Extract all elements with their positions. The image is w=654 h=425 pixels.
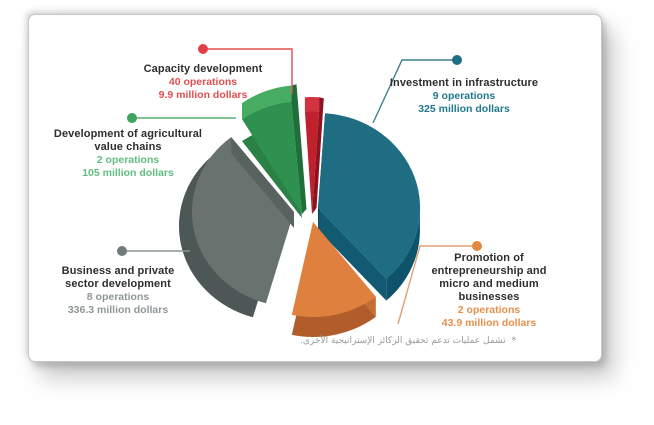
promotion-amount: 43.9 million dollars (441, 317, 537, 329)
pie-slice-capacity-front (304, 110, 320, 214)
pie-slice-agriculture-edge (291, 84, 307, 214)
leader-promotion (397, 245, 477, 325)
pie-slice-capacity-edge (312, 97, 324, 214)
business-operations: 8 operations (86, 291, 150, 303)
pie-slice-business-top (191, 137, 294, 304)
footnote-asterisk: * (511, 336, 517, 346)
callout-capacity: Capacity development 40 operations 9.9 m… (113, 63, 293, 102)
pie-slice-investment (318, 113, 421, 301)
investment-dot-icon (452, 55, 462, 65)
capacity-operations: 40 operations (168, 76, 238, 88)
pie-slice-agriculture-front (242, 101, 302, 214)
promotion-operations: 2 operations (457, 304, 521, 316)
callout-investment: Investment in infrastructure 9 operation… (374, 77, 554, 116)
agriculture-dot-icon (127, 113, 137, 123)
pie-slice-investment-cut-right (318, 208, 387, 301)
business-title: Business and private sector development (61, 265, 175, 290)
leader-lines (122, 48, 477, 325)
agriculture-operations: 2 operations (96, 154, 160, 166)
callout-business: Business and private sector development … (48, 265, 188, 317)
promotion-dot-icon (472, 241, 482, 251)
investment-title: Investment in infrastructure (389, 77, 539, 89)
investment-amount: 325 million dollars (418, 103, 510, 115)
agriculture-amount: 105 million dollars (82, 167, 174, 179)
leader-capacity (203, 48, 293, 94)
pie-slice-agriculture-top (242, 85, 292, 120)
capacity-title: Capacity development (143, 63, 263, 75)
pie-slice-investment-rim (386, 204, 420, 301)
business-dot-icon (117, 246, 127, 256)
leader-investment (372, 59, 457, 124)
footnote: * تشمل عمليات تدعم تحقيق الركائز الإسترات… (300, 336, 558, 346)
pie-slice-capacity-top (304, 96, 320, 112)
investment-operations: 9 operations (432, 90, 496, 102)
callout-promotion: Promotion of entrepreneurship and micro … (429, 252, 549, 330)
pie-slice-agriculture (242, 84, 307, 218)
pie-slice-business (178, 137, 294, 318)
capacity-amount: 9.9 million dollars (158, 89, 248, 101)
agriculture-title: Development of agricultural value chains (53, 128, 203, 153)
callout-agriculture: Development of agricultural value chains… (43, 128, 213, 180)
pie-slice-promotion-top (291, 222, 376, 317)
promotion-title: Promotion of entrepreneurship and micro … (431, 252, 547, 303)
leader-dots (117, 44, 482, 256)
business-amount: 336.3 million dollars (67, 304, 169, 316)
pie-slice-investment-top (318, 113, 421, 279)
pie-slice-business-cut (231, 137, 294, 228)
pie-slice-promotion (291, 222, 376, 337)
footnote-text: تشمل عمليات تدعم تحقيق الركائز الإستراتي… (300, 336, 506, 346)
pie-slice-capacity (304, 96, 324, 214)
capacity-dot-icon (198, 44, 208, 54)
